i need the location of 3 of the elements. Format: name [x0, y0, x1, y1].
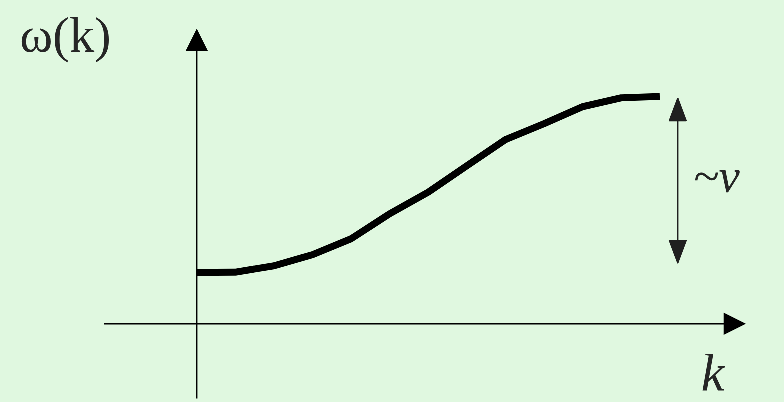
- text: ~v: [695, 170, 740, 193]
- y-axis-title: ω(k): [22, 17, 110, 63]
- x-axis-title: k: [702, 354, 726, 391]
